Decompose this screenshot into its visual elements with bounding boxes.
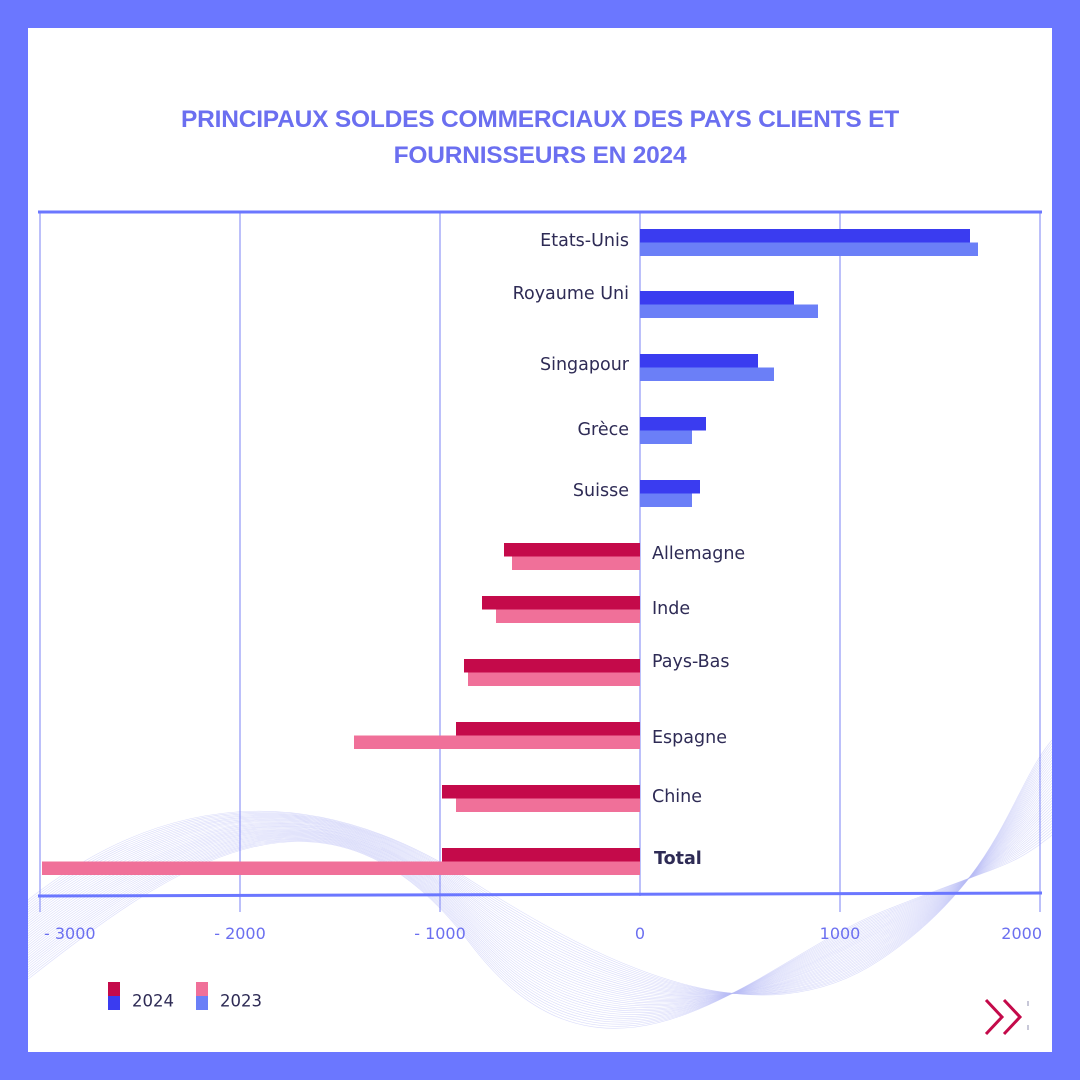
bar-2023-7 (468, 672, 640, 686)
legend-swatch-positive (108, 996, 120, 1010)
bar-2023-5 (512, 556, 640, 570)
wave-line (27, 782, 1053, 999)
category-labels: Etats-Unis Royaume Uni Singapour Grèce Suiss… (513, 231, 746, 869)
bar-2024-8 (456, 722, 640, 736)
wave-line (27, 742, 1053, 995)
bar-2023-2 (640, 367, 774, 381)
bar-2023-10 (42, 861, 640, 875)
wave-line (27, 794, 1053, 1004)
category-label: Chine (652, 787, 702, 807)
chart-grid (37, 210, 1043, 912)
legend-label: 2023 (220, 992, 262, 1011)
chart-title-line-1: PRINCIPAUX SOLDES COMMERCIAUX DES PAYS C… (180, 106, 900, 133)
x-tick-label: - 1000 (414, 924, 466, 943)
legend-swatch-negative (108, 982, 120, 996)
category-label: Singapour (540, 355, 630, 375)
bar-2023-0 (640, 242, 978, 256)
chart-card (28, 28, 1052, 1052)
chart-bars (42, 229, 978, 875)
bottom-axis-line (37, 891, 1043, 898)
bar-2024-10 (442, 848, 640, 862)
bar-2023-9 (456, 798, 640, 812)
chart-legend: 2024 2023 (108, 982, 262, 1011)
wave-line (27, 800, 1053, 1007)
bar-2023-6 (496, 609, 640, 623)
bar-2024-9 (442, 785, 640, 799)
bar-2024-4 (640, 480, 700, 494)
wave-line (27, 831, 1053, 1027)
category-label: Pays-Bas (652, 652, 730, 672)
category-label: Suisse (573, 481, 629, 501)
bar-2024-0 (640, 229, 970, 243)
legend-swatch-negative (196, 982, 208, 996)
bar-2023-4 (640, 493, 692, 507)
x-tick-label: 1000 (820, 924, 861, 943)
category-label: Etats-Unis (540, 231, 629, 251)
wave-line (27, 823, 1053, 1021)
x-tick-label: 2000 (1001, 924, 1042, 943)
wave-line (27, 739, 1053, 996)
bar-2023-3 (640, 430, 692, 444)
bar-2024-3 (640, 417, 706, 431)
category-label: Espagne (652, 728, 727, 748)
decorative-waves (27, 739, 1053, 1029)
x-tick-label: - 2000 (214, 924, 266, 943)
wave-line (27, 817, 1053, 1017)
bar-2024-6 (482, 596, 640, 610)
wave-line (27, 780, 1053, 998)
bar-2024-1 (640, 291, 794, 305)
wave-line (27, 829, 1053, 1025)
category-label: Grèce (577, 420, 629, 440)
legend-swatch-positive (196, 996, 208, 1010)
chart-title-line-2: FOURNISSEURS EN 2024 (393, 142, 687, 169)
bar-2024-7 (464, 659, 640, 673)
category-label: Royaume Uni (513, 284, 629, 304)
bar-2023-1 (640, 304, 818, 318)
chart-title: PRINCIPAUX SOLDES COMMERCIAUX DES PAYS C… (0, 102, 1080, 174)
wave-line (27, 820, 1053, 1019)
bar-2023-8 (354, 735, 640, 749)
x-tick-label: - 3000 (44, 924, 96, 943)
x-axis-tick-labels: - 3000 - 2000 - 1000 0 1000 2000 (44, 924, 1042, 943)
x-tick-label: 0 (635, 924, 645, 943)
double-chevron-right-icon[interactable] (982, 996, 1034, 1038)
wave-line (27, 834, 1053, 1029)
bar-2024-2 (640, 354, 758, 368)
bar-2024-5 (504, 543, 640, 557)
wave-line (27, 745, 1053, 995)
legend-label: 2024 (132, 992, 174, 1011)
category-label: Total (654, 849, 702, 869)
category-label: Inde (652, 599, 690, 619)
category-label: Allemagne (652, 544, 745, 564)
